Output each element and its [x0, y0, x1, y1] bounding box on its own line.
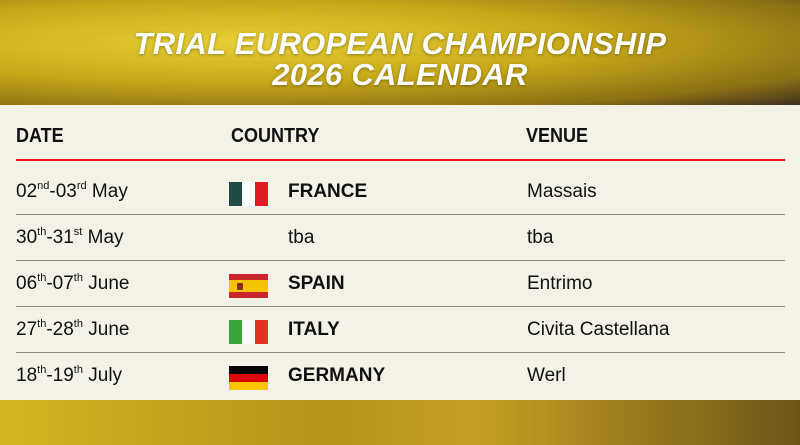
- country-name: GERMANY: [288, 365, 386, 386]
- month: July: [88, 365, 123, 386]
- venue-name: Massais: [527, 181, 597, 202]
- table-row: 18th-19th July GERMANY Werl: [0, 353, 800, 399]
- end-suffix: st: [73, 226, 83, 238]
- column-header-date: DATE: [16, 125, 64, 147]
- start-day: 02: [16, 181, 38, 202]
- table-row: 30th-31st May tba tba: [0, 215, 800, 261]
- header-divider: [16, 159, 785, 161]
- spain-flag-icon: [229, 274, 268, 298]
- event-date: 06th-07th June: [16, 272, 130, 295]
- start-suffix: nd: [37, 180, 50, 192]
- table-row: 02nd-03rd May FRANCE Massais: [0, 169, 800, 215]
- country-name: ITALY: [288, 319, 340, 340]
- event-date: 02nd-03rd May: [16, 180, 128, 203]
- row-divider: [16, 306, 785, 307]
- month: June: [88, 273, 130, 294]
- end-suffix: th: [73, 364, 83, 376]
- end-day: 03: [55, 181, 77, 202]
- end-suffix: th: [73, 318, 83, 330]
- row-divider: [16, 214, 785, 215]
- month: May: [87, 227, 124, 248]
- column-header-country: COUNTRY: [231, 125, 320, 147]
- page-title-line1: TRIAL EUROPEAN CHAMPIONSHIP: [133, 26, 667, 61]
- france-flag-icon: [229, 182, 268, 206]
- start-day: 30: [16, 227, 38, 248]
- end-day: 28: [52, 319, 74, 340]
- row-divider: [16, 260, 785, 261]
- event-date: 30th-31st May: [16, 226, 124, 249]
- start-day: 18: [16, 365, 38, 386]
- end-day: 19: [52, 365, 74, 386]
- country-name: tba: [288, 227, 315, 248]
- calendar-table: DATE COUNTRY VENUE 02nd-03rd May FRANCE …: [0, 105, 800, 400]
- month: May: [91, 181, 128, 202]
- end-suffix: th: [73, 272, 83, 284]
- table-row: 06th-07th June SPAIN Entrimo: [0, 261, 800, 307]
- event-date: 18th-19th July: [16, 364, 123, 387]
- country-name: SPAIN: [288, 273, 345, 294]
- venue-name: tba: [527, 227, 554, 248]
- country-name: FRANCE: [288, 181, 368, 202]
- italy-flag-icon: [229, 320, 268, 344]
- start-day: 27: [16, 319, 38, 340]
- month: June: [88, 319, 130, 340]
- start-suffix: th: [37, 272, 47, 284]
- row-divider: [16, 352, 785, 353]
- column-header-venue: VENUE: [526, 125, 589, 147]
- germany-flag-icon: [229, 366, 268, 390]
- header-banner: TRIAL EUROPEAN CHAMPIONSHIP 2026 CALENDA…: [0, 0, 800, 105]
- start-suffix: th: [37, 226, 47, 238]
- table-row: 27th-28th June ITALY Civita Castellana: [0, 307, 800, 353]
- venue-name: Werl: [527, 365, 566, 386]
- venue-name: Civita Castellana: [527, 319, 670, 340]
- start-suffix: th: [37, 318, 47, 330]
- venue-name: Entrimo: [527, 273, 593, 294]
- event-date: 27th-28th June: [16, 318, 130, 341]
- end-day: 07: [52, 273, 74, 294]
- page-title-line2: 2026 CALENDAR: [272, 57, 528, 92]
- end-day: 31: [52, 227, 74, 248]
- start-day: 06: [16, 273, 38, 294]
- footer-banner: [0, 400, 800, 445]
- start-suffix: th: [37, 364, 47, 376]
- end-suffix: rd: [76, 180, 87, 192]
